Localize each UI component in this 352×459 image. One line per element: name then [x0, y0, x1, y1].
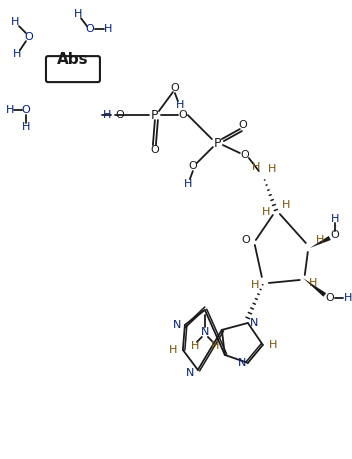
Text: O: O: [241, 235, 250, 245]
Text: P: P: [214, 137, 222, 150]
Text: N: N: [186, 368, 194, 378]
Polygon shape: [310, 236, 331, 248]
Text: H: H: [103, 110, 111, 120]
Text: H: H: [6, 105, 14, 115]
Text: H: H: [104, 24, 112, 34]
Text: H: H: [331, 214, 339, 224]
Text: H: H: [13, 49, 21, 59]
Text: P: P: [151, 109, 159, 122]
Text: O: O: [331, 230, 339, 240]
Text: H: H: [74, 9, 82, 19]
Text: O: O: [25, 32, 33, 42]
Text: N: N: [238, 358, 246, 368]
Text: H: H: [184, 179, 192, 189]
Text: O: O: [189, 161, 197, 171]
Text: H: H: [211, 341, 219, 351]
Text: Abs: Abs: [57, 51, 89, 67]
Text: H: H: [176, 100, 184, 110]
Text: N: N: [173, 320, 181, 330]
Text: N: N: [201, 327, 209, 337]
Text: H: H: [269, 340, 277, 350]
FancyBboxPatch shape: [46, 56, 100, 82]
Text: H: H: [169, 345, 177, 355]
Text: H: H: [344, 293, 352, 303]
Text: H: H: [262, 207, 270, 217]
Text: N: N: [250, 318, 258, 328]
Text: H: H: [282, 200, 290, 210]
Text: H: H: [252, 162, 260, 172]
Text: O: O: [238, 120, 247, 130]
Text: H: H: [268, 164, 276, 174]
Text: H: H: [316, 235, 324, 245]
Text: H: H: [191, 341, 199, 351]
Text: O: O: [170, 83, 179, 93]
Text: O: O: [178, 110, 187, 120]
Polygon shape: [303, 278, 326, 297]
Text: H: H: [309, 278, 317, 288]
Text: H: H: [11, 17, 19, 27]
Text: H: H: [22, 122, 30, 132]
Text: O: O: [115, 110, 124, 120]
Text: O: O: [240, 150, 249, 160]
Text: O: O: [86, 24, 94, 34]
Text: O: O: [151, 145, 159, 155]
Text: H: H: [251, 280, 259, 290]
Text: O: O: [21, 105, 30, 115]
Text: O: O: [325, 293, 334, 303]
